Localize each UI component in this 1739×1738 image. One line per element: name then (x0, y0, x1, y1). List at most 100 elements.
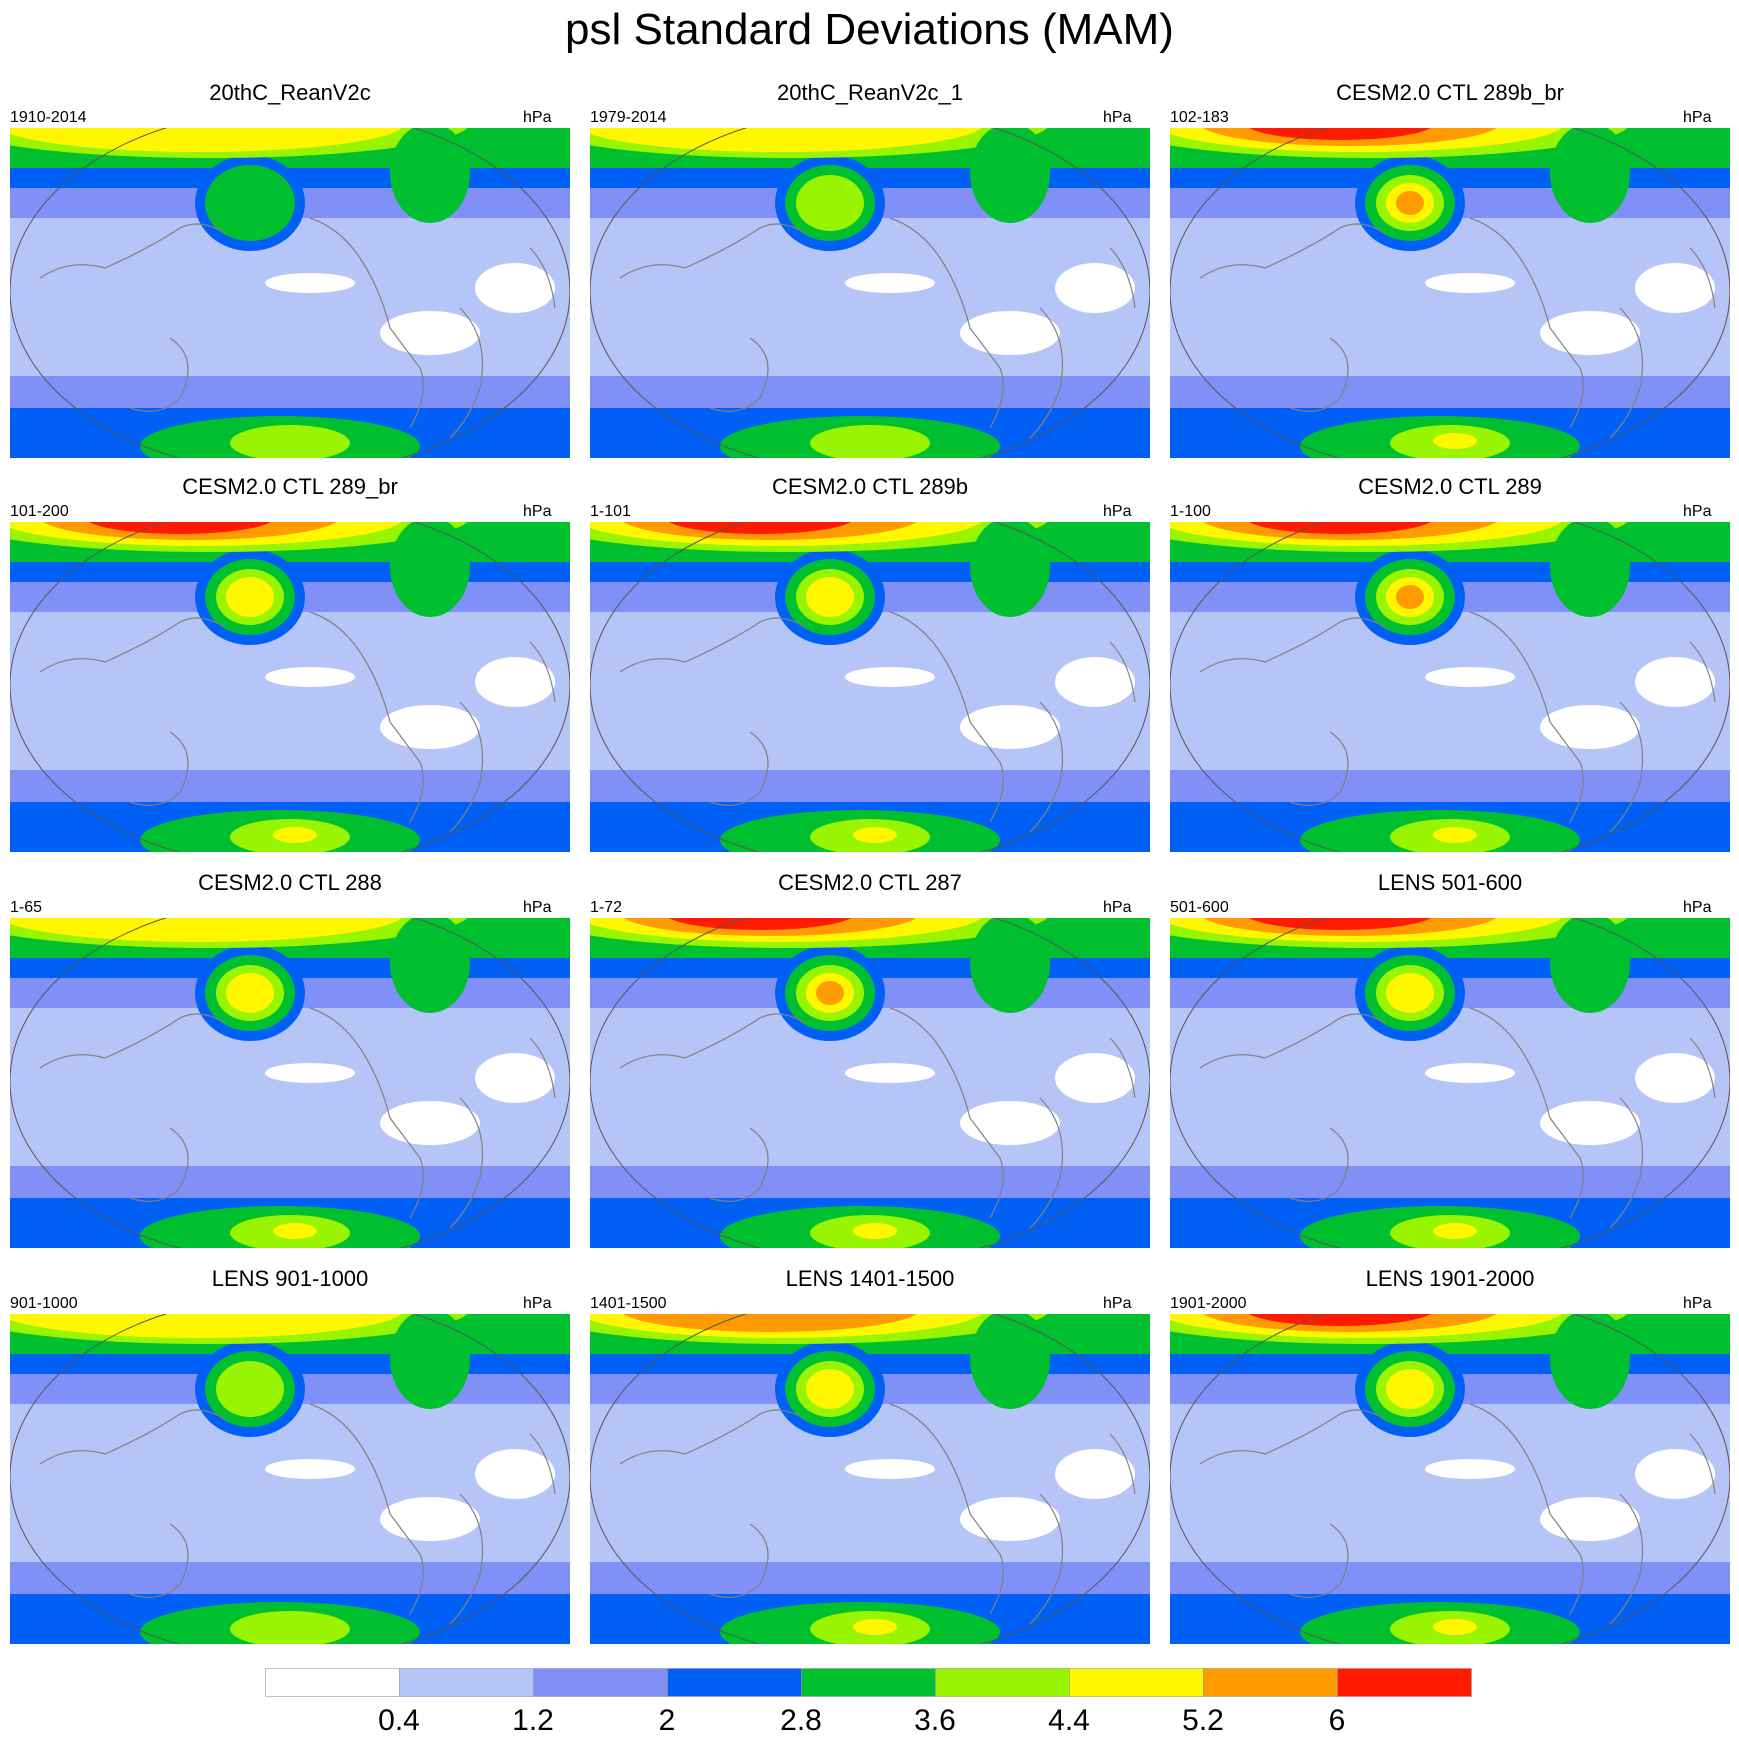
contour-fill (1055, 1449, 1135, 1499)
contour-fill (960, 1497, 1060, 1541)
panel-title: LENS 1901-2000 (1365, 1266, 1535, 1291)
contour-fill (380, 311, 480, 355)
colorbar-tick-label: 3.6 (914, 1704, 956, 1737)
contour-fill (1540, 705, 1640, 749)
robinson-map (10, 108, 570, 458)
robinson-map (10, 898, 570, 1248)
colorbar-tick-label: 0.4 (378, 1704, 420, 1737)
panel-title: 20thC_ReanV2c (209, 80, 371, 105)
contour-fill (853, 1619, 897, 1635)
contour-fill (390, 913, 470, 1013)
robinson-map (10, 1294, 570, 1644)
contour-fill (1425, 273, 1515, 293)
contour-fill (205, 165, 295, 241)
colorbar: 0.4 1.2 2 2.8 3.6 4.4 5.2 6 (265, 1668, 1472, 1737)
contour-fill (816, 981, 844, 1005)
contour-fill (1550, 1309, 1630, 1409)
units-label: hPa (1103, 109, 1132, 126)
contour-fill (1425, 667, 1515, 687)
colorbar-tick-label: 4.4 (1048, 1704, 1090, 1737)
contour-fill (1433, 1223, 1477, 1239)
units-label: hPa (523, 899, 552, 916)
contour-fill (806, 1369, 854, 1409)
contour-fill (1386, 973, 1434, 1013)
period-label: 901-1000 (10, 1295, 78, 1312)
panel-title: CESM2.0 CTL 289 (1358, 474, 1542, 499)
coastline (1199, 1007, 1716, 1229)
map-panel: CESM2.0 CTL 287 1-72 hPa (580, 870, 1160, 1250)
contour-fill (1635, 263, 1715, 313)
colorbar-swatch (533, 1668, 668, 1697)
coastline (619, 217, 1136, 439)
contour-fill (960, 311, 1060, 355)
coastline (1199, 217, 1716, 439)
contour-fill (796, 175, 864, 231)
contour-fill (960, 1101, 1060, 1145)
contour-fill (1635, 657, 1715, 707)
panel-title: CESM2.0 CTL 289b_br (1336, 80, 1564, 105)
map-panel: 20thC_ReanV2c_1 1979-2014 hPa (580, 80, 1160, 460)
units-label: hPa (1103, 899, 1132, 916)
contour-fill (970, 1309, 1050, 1409)
map-panel: CESM2.0 CTL 288 1-65 hPa (0, 870, 580, 1250)
period-label: 1-72 (590, 899, 623, 916)
contour-fill (1550, 123, 1630, 223)
period-label: 1-100 (1170, 503, 1211, 520)
colorbar-swatch (935, 1668, 1070, 1697)
contour-fill (810, 425, 930, 458)
contour-fill (265, 273, 355, 293)
robinson-map (590, 1294, 1150, 1644)
contour-fill (853, 1223, 897, 1239)
colorbar-swatch (801, 1668, 936, 1697)
robinson-map (590, 502, 1150, 852)
colorbar-tick-label: 5.2 (1182, 1704, 1224, 1737)
contour-fill (265, 1459, 355, 1479)
panel-title: LENS 501-600 (1377, 870, 1523, 895)
map-panel: LENS 501-600 501-600 hPa (1160, 870, 1739, 1250)
panel-title: CESM2.0 CTL 288 (198, 870, 382, 895)
colorbar-tick-label: 1.2 (512, 1704, 554, 1737)
contour-fill (1540, 1497, 1640, 1541)
coastline (619, 1403, 1136, 1625)
colorbar-swatch (265, 1668, 400, 1697)
robinson-map (1170, 1294, 1730, 1644)
colorbar-swatch (1069, 1668, 1204, 1697)
contour-fill (1433, 433, 1477, 449)
coastline (39, 217, 556, 439)
contour-fill (265, 1063, 355, 1083)
period-label: 1901-2000 (1170, 1295, 1247, 1312)
contour-fill (380, 1497, 480, 1541)
contour-fill (475, 263, 555, 313)
contour-fill (226, 577, 274, 617)
contour-fill (1550, 517, 1630, 617)
period-label: 102-183 (1170, 109, 1229, 126)
panel-title: LENS 901-1000 (211, 1266, 369, 1291)
units-label: hPa (1103, 1295, 1132, 1312)
contour-fill (1540, 1101, 1640, 1145)
contour-fill (380, 705, 480, 749)
coastline (39, 1007, 556, 1229)
contour-fill (230, 1611, 350, 1644)
contour-fill (1433, 1619, 1477, 1635)
robinson-map (590, 108, 1150, 458)
contour-fill (273, 827, 317, 843)
robinson-map (10, 502, 570, 852)
contour-fill (1055, 263, 1135, 313)
period-label: 1910-2014 (10, 109, 87, 126)
contour-fill (1635, 1053, 1715, 1103)
contour-fill (390, 1309, 470, 1409)
contour-fill (1055, 1053, 1135, 1103)
contour-fill (970, 517, 1050, 617)
contour-fill (845, 1063, 935, 1083)
contour-fill (845, 1459, 935, 1479)
period-label: 1-101 (590, 503, 631, 520)
map-panel: CESM2.0 CTL 289_br 101-200 hPa (0, 474, 580, 854)
contour-fill (1055, 657, 1135, 707)
contour-fill (1396, 191, 1424, 215)
contour-fill (845, 273, 935, 293)
units-label: hPa (1683, 109, 1712, 126)
contour-fill (845, 667, 935, 687)
panel-title: CESM2.0 CTL 289_br (182, 474, 398, 499)
coastline (619, 611, 1136, 833)
colorbar-swatch (1337, 1668, 1472, 1697)
